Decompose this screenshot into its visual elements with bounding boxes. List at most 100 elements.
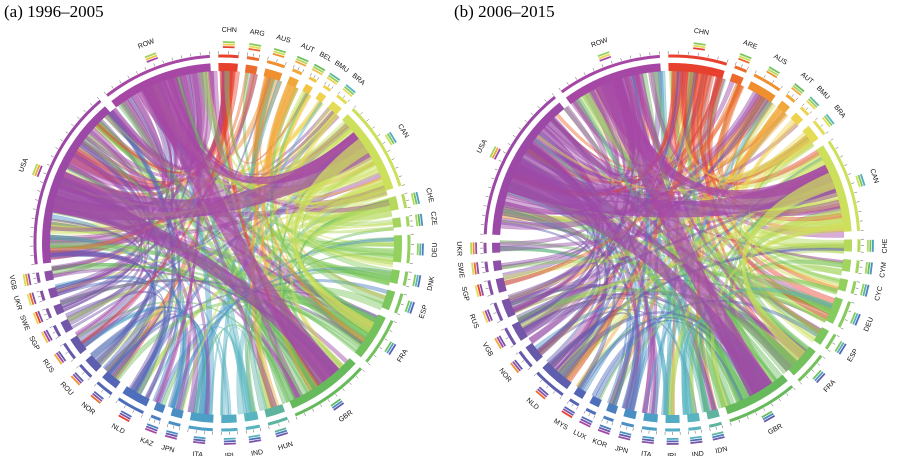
chord-ribbon [503, 201, 641, 411]
region-arc-mys [573, 387, 587, 400]
region-label: VGB [8, 275, 18, 291]
chord-ribbon [66, 198, 390, 323]
region-ring [855, 260, 860, 274]
tick-mark [639, 53, 641, 57]
region-arc-ukr [47, 286, 59, 299]
tick-mark [372, 126, 375, 129]
region-ring [729, 385, 794, 423]
composition-bar [491, 147, 499, 159]
composition-bar [834, 340, 843, 352]
region-arc-are [729, 73, 744, 86]
tick-mark [780, 85, 783, 89]
tick-mark [87, 378, 91, 381]
composition-bar [45, 329, 53, 341]
region-arc-nor [102, 371, 121, 389]
region-arc-aut [777, 100, 790, 114]
composition-bar [642, 435, 655, 440]
tick-mark [611, 60, 613, 64]
composition-bar [342, 88, 353, 98]
composition-bar [29, 292, 35, 305]
composition-bar [766, 70, 778, 79]
tick-mark [324, 81, 327, 85]
region-ring [812, 120, 826, 136]
composition-bar [535, 390, 546, 400]
region-label: UKR [455, 241, 462, 256]
composition-bar [330, 398, 342, 407]
region-arc-che [388, 196, 399, 211]
region-ring [218, 54, 239, 59]
tick-mark [497, 321, 501, 323]
composition-bar [562, 408, 574, 417]
tick-mark [754, 70, 757, 74]
composition-bar [248, 436, 261, 441]
composition-bar [693, 42, 706, 46]
tick-mark [327, 399, 330, 403]
chord-ribbon-major [52, 132, 371, 221]
composition-bar [473, 262, 477, 275]
tick-mark [119, 80, 122, 84]
composition-bar [689, 435, 702, 440]
composition-bar [25, 273, 30, 286]
region-label: CHN [222, 27, 237, 35]
tick-mark [59, 344, 63, 347]
region-arc-deu [392, 235, 402, 263]
composition-bar [193, 436, 206, 440]
region-ring [405, 216, 410, 227]
region-ring [797, 354, 823, 382]
region-ring [402, 271, 409, 286]
tick-mark [406, 285, 410, 287]
tick-mark [817, 363, 820, 366]
region-ring [322, 84, 332, 92]
tick-mark [851, 182, 855, 184]
tick-mark [799, 382, 803, 385]
tick-mark [278, 423, 280, 427]
tick-mark [771, 403, 774, 407]
tick-mark [483, 280, 487, 282]
composition-bar [619, 431, 632, 436]
chord-ribbon [106, 110, 176, 395]
chord-ribbon [124, 98, 193, 410]
tick-mark [809, 111, 813, 114]
tick-mark [317, 77, 320, 80]
region-label: RUS [468, 313, 480, 330]
composition-bar [144, 52, 157, 59]
composition-bar [854, 313, 861, 326]
tick-mark [485, 196, 489, 198]
composition-bar [581, 416, 593, 423]
composition-bar [693, 44, 706, 49]
composition-bar [249, 42, 262, 47]
region-ring [291, 68, 303, 76]
tick-mark [60, 139, 63, 142]
region-arc-jpn [170, 407, 184, 419]
composition-bar [295, 60, 307, 67]
region-ring [487, 280, 494, 296]
composition-bar [482, 311, 489, 323]
tick-mark [367, 362, 371, 366]
tick-mark [285, 62, 287, 65]
region-ring [753, 73, 781, 92]
tick-mark [805, 376, 809, 379]
composition-bar [415, 214, 419, 227]
composition-bar [693, 47, 705, 51]
chord-ribbon-major [507, 163, 773, 395]
tick-mark [393, 321, 397, 323]
composition-bar [388, 343, 397, 356]
region-label: BMU [815, 85, 831, 101]
tick-mark [786, 393, 789, 396]
chord-ribbon [119, 101, 181, 399]
region-arc-vgb [44, 270, 54, 282]
tick-mark [848, 310, 852, 313]
region-ring [294, 367, 362, 417]
composition-bar [145, 425, 158, 432]
region-label: RUS [41, 358, 55, 374]
composition-bar [791, 87, 802, 96]
tick-mark [43, 172, 47, 175]
tick-mark [558, 87, 561, 91]
tick-mark [620, 57, 622, 61]
tick-mark [487, 295, 491, 297]
composition-bar [711, 431, 724, 436]
composition-bar [816, 372, 826, 384]
composition-bar [496, 336, 504, 348]
region-ring [394, 293, 404, 314]
